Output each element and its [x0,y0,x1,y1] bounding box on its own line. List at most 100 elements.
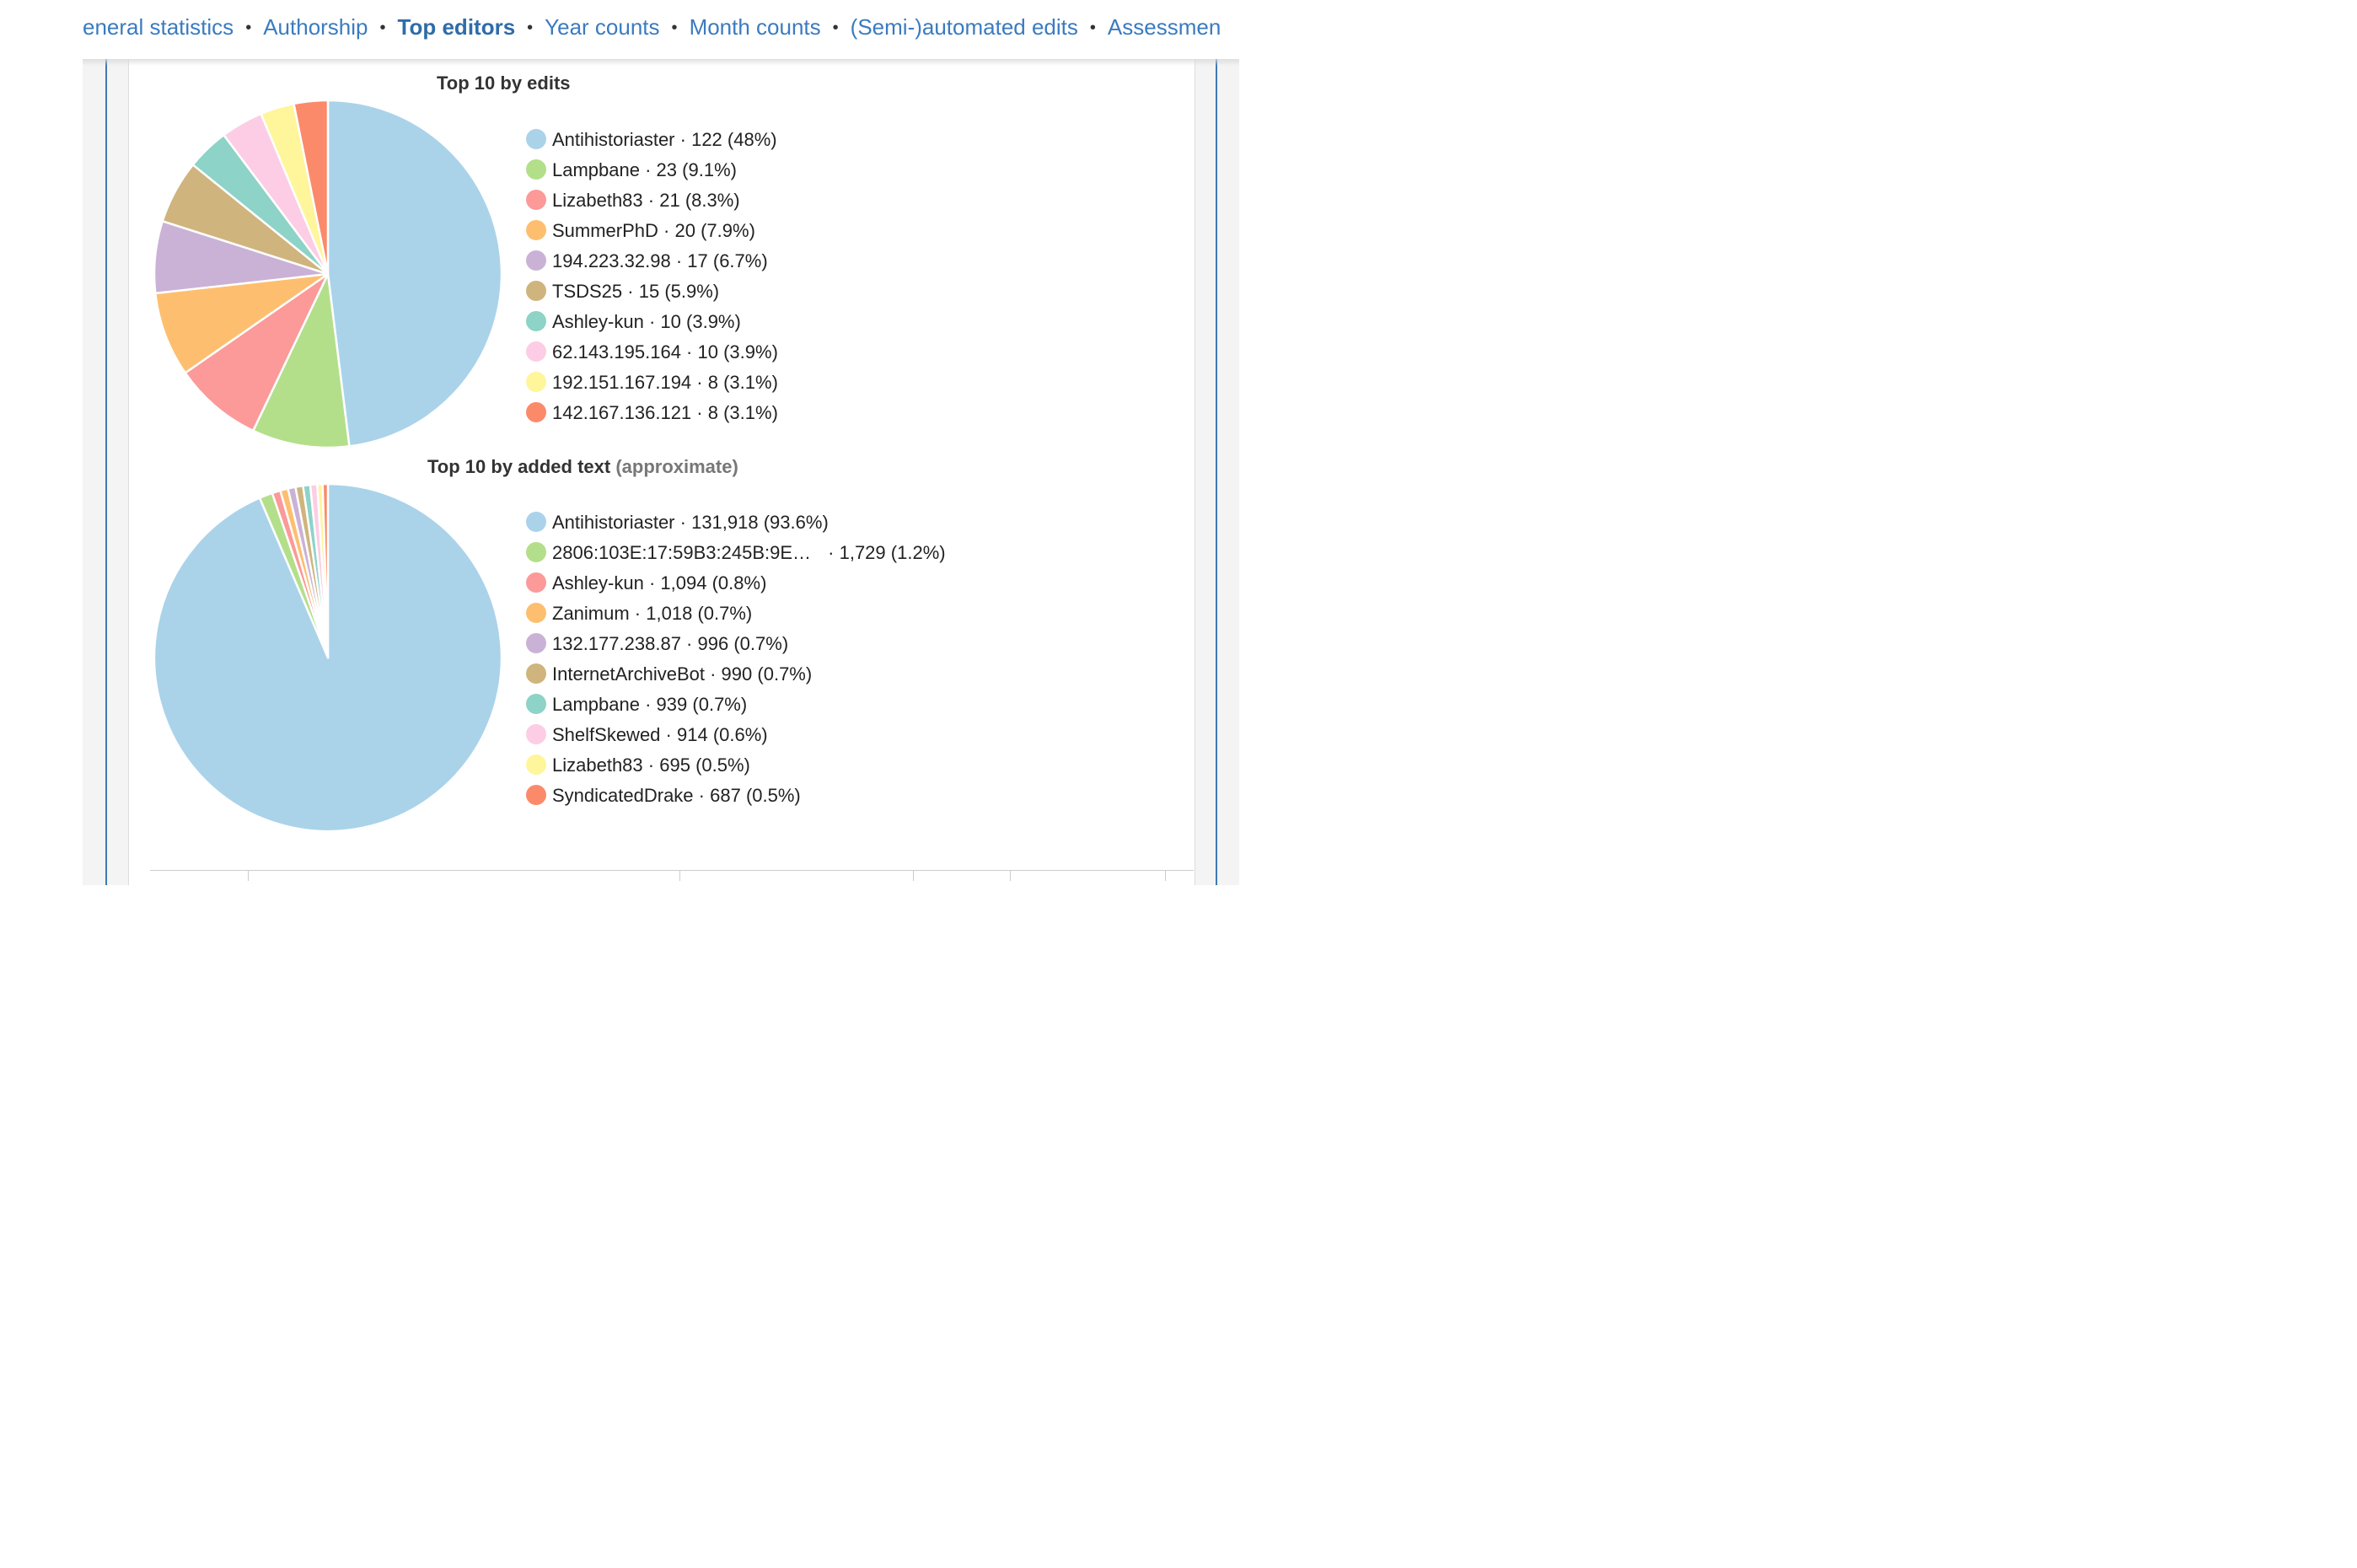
legend-item[interactable]: 132.177.238.87 · 996 (0.7%) [526,629,946,659]
legend-label: SyndicatedDrake [552,785,694,806]
nav-separator: • [527,19,534,37]
legend-item[interactable]: 192.151.167.194 · 8 (3.1%) [526,368,778,398]
legend-percent: (0.7%) [697,603,753,624]
legend-separator: · [642,754,660,776]
added-text-pie-chart [153,482,503,833]
nav-shadow [83,57,1239,66]
legend-item[interactable]: Lizabeth83 · 21 (8.3%) [526,185,778,216]
legend-separator: · [693,785,711,806]
legend-label: 62.143.195.164 [552,341,681,362]
legend-value: 17 [687,250,708,271]
legend-label: Antihistoriaster [552,512,675,533]
legend-value: 8 [707,372,718,393]
legend-item[interactable]: 142.167.136.121 · 8 (3.1%) [526,398,778,428]
legend-percent: (5.9%) [664,281,720,302]
legend-item[interactable]: Antihistoriaster · 131,918 (93.6%) [526,507,946,538]
nav-separator: • [832,19,839,37]
legend-value: 1,094 [660,572,707,593]
legend-item[interactable]: InternetArchiveBot · 990 (0.7%) [526,659,946,690]
legend-label: Lizabeth83 [552,190,643,211]
legend-item[interactable]: SyndicatedDrake · 687 (0.5%) [526,781,946,811]
legend-percent: (93.6%) [763,512,829,533]
legend-swatch [526,542,546,563]
added-text-chart-title: Top 10 by added text (approximate) [427,456,738,478]
nav-link-month-counts[interactable]: Month counts [689,14,821,40]
legend-separator: · [643,311,661,332]
legend-separator: · [629,603,647,624]
legend-label: ShelfSkewed [552,724,661,745]
legend-percent: (1.2%) [890,542,946,563]
legend-percent: (9.1%) [682,159,737,180]
legend-value: 914 [676,724,708,745]
legend-item[interactable]: Lampbane · 23 (9.1%) [526,155,778,185]
pie-slice-1[interactable] [153,482,503,833]
legend-percent: (0.5%) [695,754,750,776]
legend-swatch [526,633,546,654]
legend-label: InternetArchiveBot [552,663,705,685]
added-text-chart-title-note: (approximate) [615,456,738,477]
legend-separator: · [680,633,698,654]
edits-chart-legend: Antihistoriaster · 122 (48%) Lampbane · 2… [526,125,778,428]
legend-separator: · [660,724,677,745]
legend-percent: (6.7%) [712,250,768,271]
legend-item[interactable]: Ashley-kun · 10 (3.9%) [526,307,778,337]
pie-slice-2[interactable] [252,272,351,449]
legend-separator: · [639,694,657,715]
legend-item[interactable]: Ashley-kun · 1,094 (0.8%) [526,568,946,599]
section-nav: eneral statistics • Authorship • Top editors… [0,0,1322,59]
legend-item[interactable]: 2806:103E:17:59B3:245B:9E… · 1,729 (1.2%… [526,538,946,568]
legend-swatch [526,372,546,393]
legend-swatch [526,402,546,423]
edits-chart-title-text: Top 10 by edits [437,72,571,94]
edits-chart-title: Top 10 by edits [437,72,571,94]
nav-link-semi-automated-edits[interactable]: (Semi-)automated edits [850,14,1078,40]
legend-swatch [526,250,546,271]
legend-swatch [526,572,546,593]
legend-percent: (7.9%) [701,220,755,241]
pie-slice-1[interactable] [326,99,503,448]
legend-value: 131,918 [691,512,759,533]
legend-item[interactable]: 194.223.32.98 · 17 (6.7%) [526,246,778,277]
legend-swatch [526,281,546,302]
legend-percent: (0.7%) [733,633,789,654]
legend-value: 990 [721,663,753,685]
nav-link-year-counts[interactable]: Year counts [545,14,660,40]
pie-slice-10[interactable] [321,482,330,659]
legend-swatch [526,694,546,715]
pie-slice-4[interactable] [154,272,330,374]
nav-link-top-editors[interactable]: Top editors [397,14,516,40]
pie-slice-10[interactable] [293,99,330,276]
legend-item[interactable]: ShelfSkewed · 914 (0.6%) [526,720,946,750]
section-nav-links: eneral statistics • Authorship • Top editors… [83,14,1238,48]
legend-separator: · [823,542,840,563]
legend-value: 122 [691,129,722,150]
legend-percent: (0.8%) [711,572,767,593]
legend-separator: · [622,281,639,302]
nav-link-eneral-statistics[interactable]: eneral statistics [83,14,234,40]
nav-link-assessmen[interactable]: Assessmen [1107,14,1221,40]
legend-value: 8 [707,402,718,423]
legend-label: Lampbane [552,694,640,715]
legend-percent: (3.1%) [723,372,778,393]
legend-percent: (3.9%) [686,311,741,332]
pie-slice-3[interactable] [184,272,330,432]
nav-separator: • [1089,19,1096,37]
legend-separator: · [691,402,708,423]
legend-item[interactable]: SummerPhD · 20 (7.9%) [526,216,778,246]
legend-item[interactable]: Lampbane · 939 (0.7%) [526,690,946,720]
legend-swatch [526,190,546,211]
legend-separator: · [691,372,708,393]
legend-label: Antihistoriaster [552,129,675,150]
legend-label: SummerPhD [552,220,658,241]
legend-item[interactable]: Zanimum · 1,018 (0.7%) [526,599,946,629]
legend-percent: (0.7%) [692,694,748,715]
legend-swatch [526,159,546,180]
legend-item[interactable]: Lizabeth83 · 695 (0.5%) [526,750,946,781]
legend-separator: · [643,572,661,593]
legend-separator: · [680,341,698,362]
legend-item[interactable]: Antihistoriaster · 122 (48%) [526,125,778,155]
legend-item[interactable]: 62.143.195.164 · 10 (3.9%) [526,337,778,368]
nav-link-authorship[interactable]: Authorship [263,14,368,40]
section-border-right [1216,59,1217,885]
legend-item[interactable]: TSDS25 · 15 (5.9%) [526,277,778,307]
